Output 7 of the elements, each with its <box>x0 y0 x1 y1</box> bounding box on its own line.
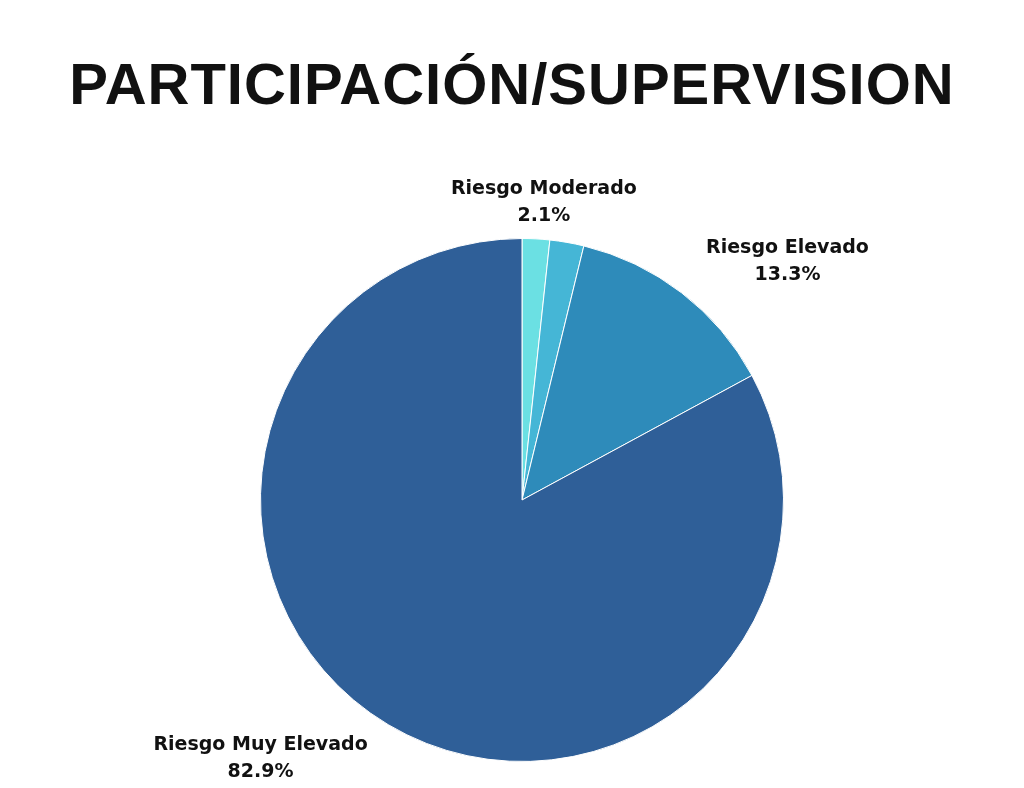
chart-title: PARTICIPACIÓN/SUPERVISION <box>69 50 955 118</box>
slice-label: Riesgo Moderado <box>450 176 637 199</box>
slice-label: Riesgo Muy Elevado <box>153 732 368 755</box>
data-label: 13.3% <box>754 261 821 284</box>
slice-label: Riesgo Elevado <box>706 234 869 257</box>
data-label: 2.1% <box>517 203 571 226</box>
data-label: 82.9% <box>227 759 294 782</box>
